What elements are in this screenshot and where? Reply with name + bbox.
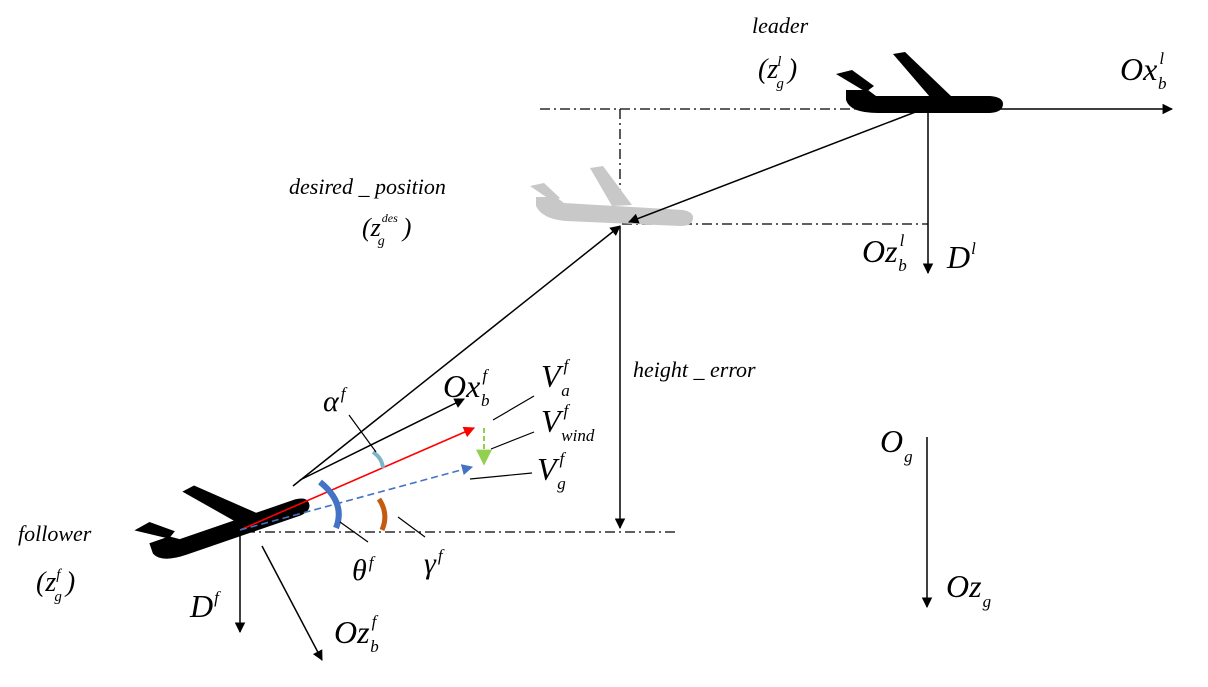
leader-to-desired-line (628, 110, 919, 224)
leader-oz-main: Oz (862, 233, 898, 269)
leader-state-label: (zl g) (758, 54, 797, 92)
desired-state-sub: g (378, 234, 385, 249)
airspeed-vector (239, 426, 476, 531)
gamma-main: γ (424, 547, 437, 580)
height-error-label: height _ error (633, 357, 756, 382)
follower-oz-axis (261, 545, 323, 661)
desired-wing (590, 166, 632, 206)
leader-state-open: (z (758, 54, 778, 85)
airspeed-leader-line (492, 395, 535, 421)
gamma-leader-line (397, 516, 426, 538)
leader-aircraft (836, 52, 1003, 113)
follower-ox-sub: b (481, 391, 490, 410)
follower-state-label: (zf g) (36, 567, 75, 605)
desired-state-label: (zdes g) (362, 211, 411, 249)
follower-ox-sup: f (482, 366, 489, 385)
follower-oz-main: Oz (334, 614, 370, 650)
follower-aircraft (134, 485, 310, 559)
ground-origin-sub: g (904, 447, 913, 466)
reference-lines (245, 108, 928, 533)
gamma-arc (376, 497, 388, 532)
leader-ox-sup: l (1159, 49, 1164, 68)
leader-ox-label: Ox l b (1120, 49, 1167, 93)
follower-oz-sub: b (370, 637, 379, 656)
follower-drag-label: Df (189, 588, 221, 624)
alpha-sup: f (341, 384, 348, 403)
airspeed-main: V (541, 358, 564, 394)
wind-sup: f (564, 401, 571, 420)
theta-main: θ (352, 554, 367, 587)
follower-tail (134, 522, 175, 539)
leader-label: leader (752, 13, 809, 38)
ground-origin-label: Og (880, 423, 913, 466)
ground-origin-main: O (880, 423, 903, 459)
theta-arc (318, 479, 342, 530)
follower-state-close: ) (64, 567, 75, 598)
desired-aircraft (530, 166, 694, 226)
desired-position-label: desired _ position (289, 174, 446, 199)
groundspeed-sup: f (560, 449, 567, 468)
leader-tail (836, 70, 874, 92)
follower-state-sub: g (54, 589, 62, 605)
desired-tail (530, 183, 560, 201)
desired-fuselage (536, 197, 694, 226)
follower-ox-axis (299, 398, 465, 481)
leader-oz-label: Oz l b (862, 231, 907, 275)
follower-fuselage (149, 498, 310, 559)
leader-ox-main: Ox (1120, 51, 1157, 87)
follower-state-sup: f (56, 567, 62, 583)
gamma-sup: f (438, 546, 445, 565)
theta-leader-line (339, 521, 369, 543)
follower-oz-label: Oz f b (334, 612, 379, 656)
follower-ox-main: Ox (443, 368, 480, 404)
follower-drag-sup: f (214, 588, 221, 607)
groundspeed-vector (239, 464, 474, 531)
follower-to-desired-line (292, 225, 621, 487)
follower-wing (182, 485, 258, 522)
follower-drag-main: D (189, 588, 213, 624)
alpha-arc (371, 450, 385, 469)
airspeed-sub: a (561, 381, 570, 400)
groundspeed-main: V (537, 451, 560, 487)
label-leader-lines (339, 395, 535, 543)
wind-leader-line (490, 431, 535, 450)
groundspeed-leader-line (469, 472, 533, 480)
leader-drag-label: Dl (946, 239, 976, 275)
leader-fuselage (846, 90, 1003, 113)
ground-oz-sub: g (983, 592, 992, 611)
ground-oz-main: Oz (946, 568, 982, 604)
follower-label: follower (18, 521, 92, 546)
follower-ox-label: Ox f b (443, 366, 490, 410)
desired-state-close: ) (401, 213, 412, 242)
alpha-main: α (323, 385, 340, 418)
leader-oz-sup: l (900, 231, 905, 250)
wind-sub: wind (561, 426, 595, 445)
leader-oz-sub: b (898, 256, 907, 275)
wind-main: V (541, 403, 564, 439)
follower-state-open: (z (36, 567, 56, 598)
desired-state-open: (z (362, 213, 381, 242)
leader-drag-main: D (946, 239, 970, 275)
leader-ox-sub: b (1158, 74, 1167, 93)
leader-state-close: ) (786, 54, 797, 85)
airspeed-sup: f (564, 356, 571, 375)
theta-sup: f (369, 553, 376, 572)
leader-state-sup: l (777, 54, 781, 70)
leader-drag-sup: l (971, 239, 976, 258)
leader-wing (893, 52, 952, 97)
alpha-leader-line (348, 414, 377, 453)
follower-oz-sup: f (372, 612, 379, 631)
desired-state-sup: des (382, 211, 398, 225)
groundspeed-sub: g (557, 474, 566, 493)
ground-oz-label: Ozg (946, 568, 991, 611)
leader-state-sub: g (776, 76, 784, 92)
